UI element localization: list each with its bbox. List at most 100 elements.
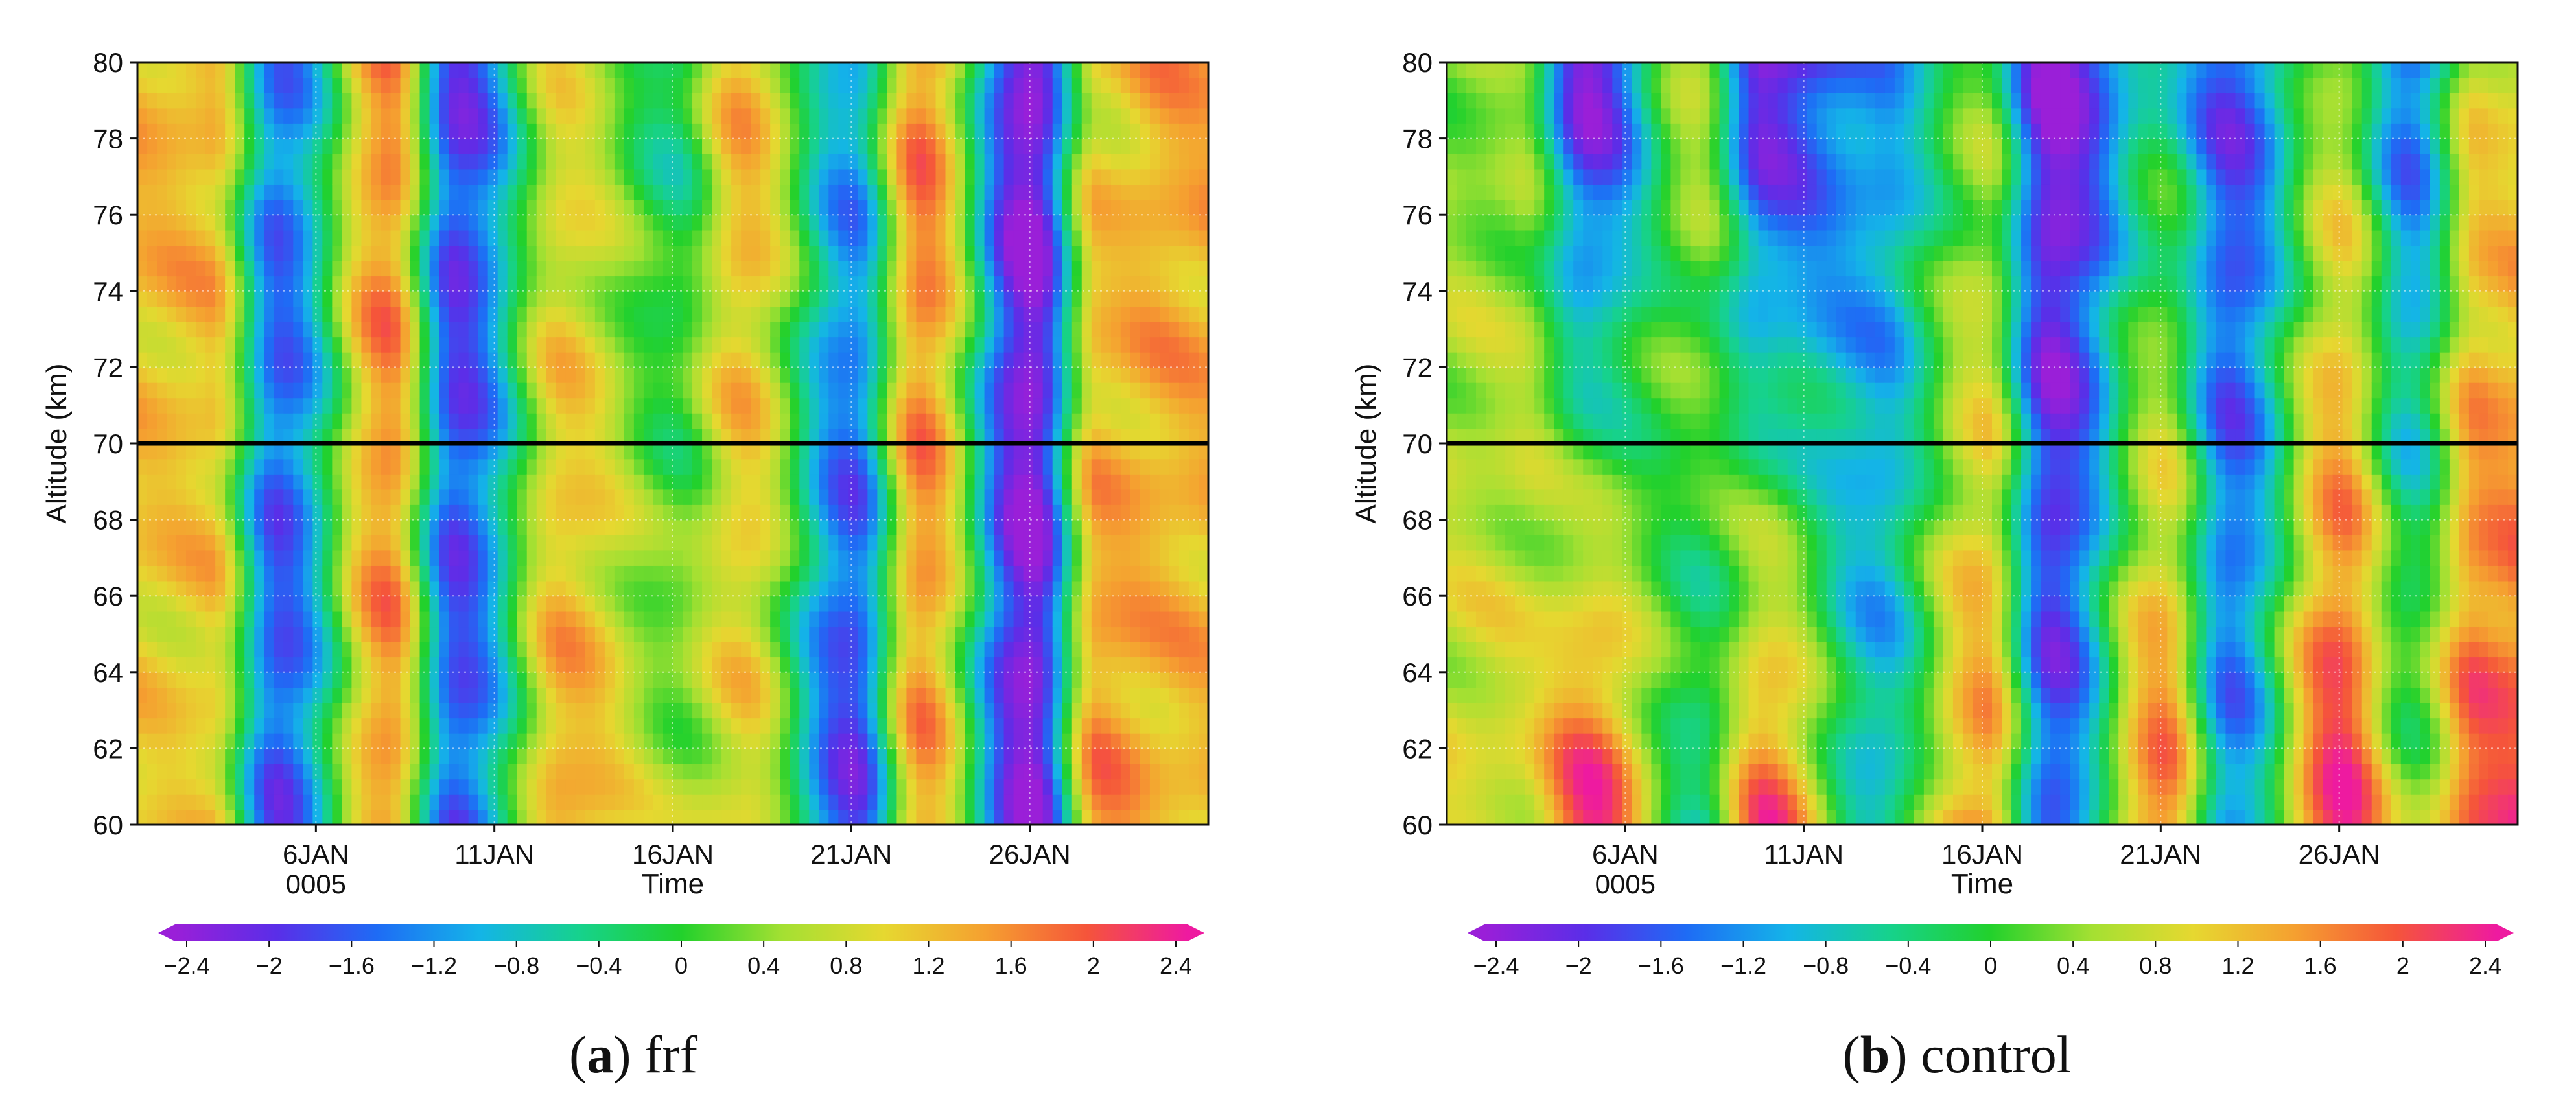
heatmap-cell <box>322 611 333 628</box>
heatmap-cell <box>692 169 703 185</box>
heatmap-cell <box>653 672 664 688</box>
heatmap-cell <box>614 474 625 490</box>
heatmap-cell <box>692 276 703 292</box>
heatmap-cell <box>429 123 440 139</box>
heatmap-cell <box>167 626 177 642</box>
heatmap-cell <box>712 672 722 688</box>
heatmap-cell <box>468 626 479 642</box>
heatmap-cell <box>965 77 976 93</box>
heatmap-cell <box>624 93 635 109</box>
heatmap-cell <box>712 260 722 277</box>
heatmap-cell <box>575 62 586 78</box>
heatmap-cell <box>916 687 927 703</box>
heatmap-cell <box>283 138 294 154</box>
heatmap-cell <box>137 474 148 490</box>
heatmap-cell <box>332 215 343 231</box>
heatmap-cell <box>439 169 450 185</box>
heatmap-cell <box>683 550 693 566</box>
heatmap-cell <box>692 123 703 139</box>
heatmap-cell <box>741 199 751 215</box>
heatmap-cell <box>293 657 304 673</box>
heatmap-cell <box>614 77 625 93</box>
heatmap-cell <box>594 397 605 414</box>
heatmap-cell <box>1023 611 1034 628</box>
heatmap-cell <box>147 306 158 322</box>
heatmap-cell <box>507 62 518 78</box>
heatmap-cell <box>157 550 167 566</box>
heatmap-cell <box>760 794 771 810</box>
heatmap-cell <box>594 474 605 490</box>
heatmap-cell <box>683 260 693 277</box>
heatmap-cell <box>1003 641 1014 658</box>
heatmap-cell <box>342 458 353 475</box>
heatmap-cell <box>828 321 839 338</box>
heatmap-cell <box>848 626 859 642</box>
heatmap-cell <box>692 596 703 612</box>
heatmap-cell <box>167 108 177 124</box>
heatmap-cell <box>478 809 489 825</box>
heatmap-cell <box>565 154 576 170</box>
heatmap-cell <box>312 474 323 490</box>
heatmap-cell <box>205 672 216 688</box>
heatmap-cell <box>770 718 780 734</box>
heatmap-cell <box>167 504 177 521</box>
heatmap-cell <box>751 138 761 154</box>
heatmap-cell <box>662 748 673 764</box>
heatmap-cell <box>371 809 382 825</box>
heatmap-cell <box>293 290 304 307</box>
heatmap-cell <box>906 215 917 231</box>
heatmap-cell <box>458 260 469 277</box>
heatmap-cell <box>303 565 314 582</box>
heatmap-cell <box>244 611 255 628</box>
heatmap-cell <box>955 108 966 124</box>
heatmap-cell <box>760 321 771 338</box>
heatmap-cell <box>546 748 557 764</box>
heatmap-cell <box>390 184 401 200</box>
heatmap-cell <box>926 809 937 825</box>
heatmap-cell <box>828 169 839 185</box>
heatmap-cell <box>1023 412 1034 429</box>
heatmap-cell <box>692 474 703 490</box>
heatmap-cell <box>274 382 285 399</box>
heatmap-cell <box>487 779 498 795</box>
heatmap-cell <box>381 276 392 292</box>
heatmap-cell <box>1071 77 1083 93</box>
heatmap-cell <box>1023 672 1034 688</box>
heatmap-cell <box>186 260 196 277</box>
heatmap-cell <box>809 169 820 185</box>
heatmap-cell <box>439 794 450 810</box>
heatmap-cell <box>507 687 518 703</box>
heatmap-cell <box>225 169 235 185</box>
heatmap-cell <box>361 229 372 246</box>
heatmap-cell <box>594 215 605 231</box>
heatmap-cell <box>225 382 235 399</box>
heatmap-cell <box>643 428 654 444</box>
heatmap-cell <box>633 580 644 596</box>
heatmap-cell <box>790 412 801 429</box>
heatmap-cell <box>137 443 148 460</box>
heatmap-cell <box>293 93 304 109</box>
heatmap-cell <box>565 77 576 93</box>
heatmap-cell <box>790 657 801 673</box>
heatmap-cell <box>147 504 158 521</box>
heatmap-cell <box>643 535 654 551</box>
heatmap-cell <box>662 336 673 353</box>
heatmap-cell <box>176 565 187 582</box>
heatmap-cell <box>1042 108 1053 124</box>
heatmap-cell <box>1062 412 1073 429</box>
heatmap-cell <box>1042 351 1053 368</box>
heatmap-cell <box>965 199 976 215</box>
heatmap-cell <box>887 138 898 154</box>
heatmap-cell <box>526 779 537 795</box>
heatmap-cell <box>643 367 654 383</box>
heatmap-cell <box>244 733 255 749</box>
heatmap-cell <box>916 215 927 231</box>
heatmap-cell <box>624 550 635 566</box>
heatmap-cell <box>517 260 528 277</box>
heatmap-cell <box>994 199 1005 215</box>
heatmap-cell <box>1062 519 1073 535</box>
heatmap-cell <box>400 763 411 780</box>
heatmap-cell <box>965 397 976 414</box>
heatmap-cell <box>351 397 362 414</box>
heatmap-cell <box>225 199 235 215</box>
